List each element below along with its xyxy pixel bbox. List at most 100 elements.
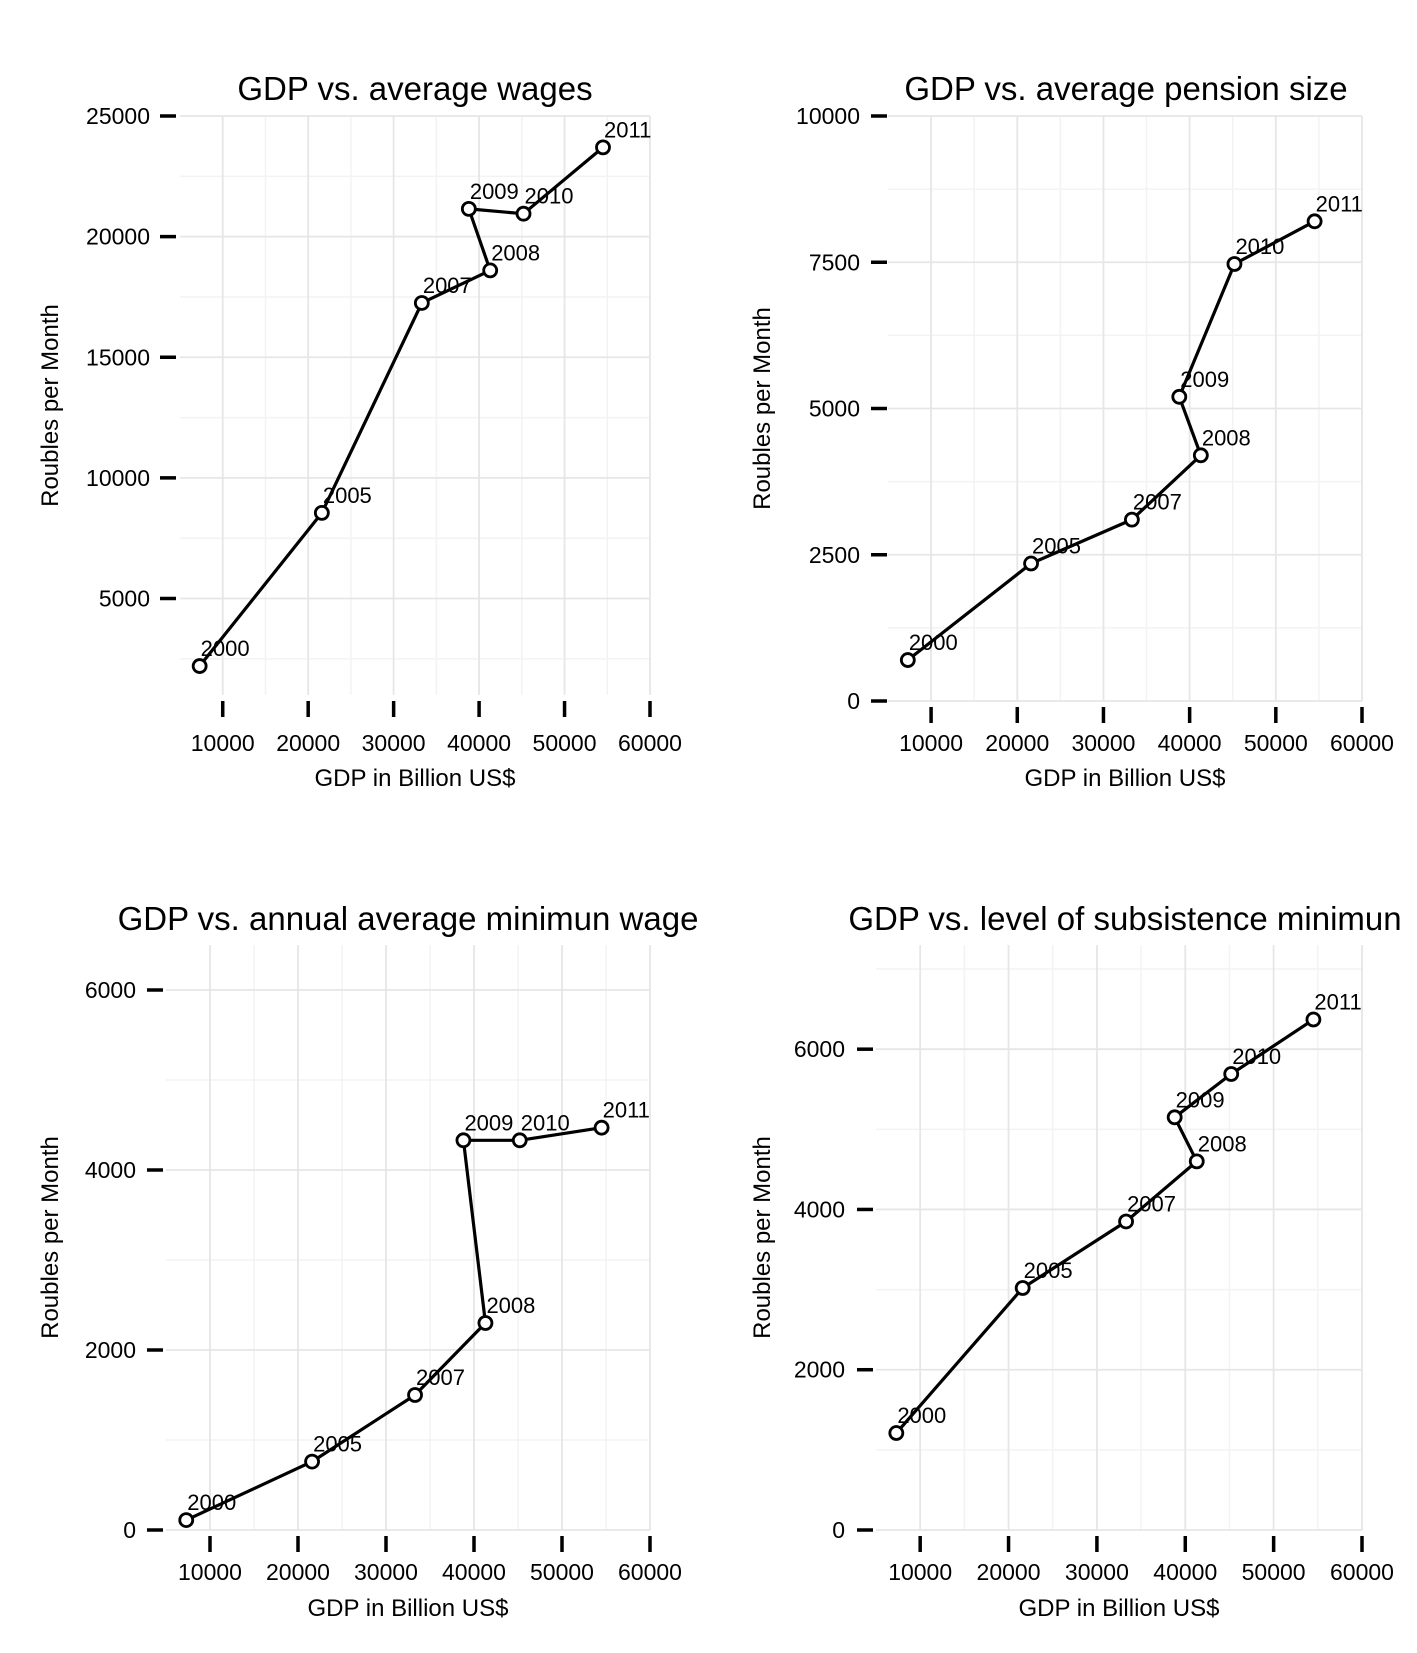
x-tick-label: 10000 bbox=[899, 730, 963, 756]
data-label-2009: 2009 bbox=[464, 1110, 513, 1135]
data-label-2010: 2010 bbox=[1232, 1044, 1281, 1069]
data-point-2007 bbox=[407, 1387, 423, 1403]
data-point-2008 bbox=[1188, 1153, 1205, 1170]
data-label-2000: 2000 bbox=[897, 1403, 946, 1428]
data-label-2009: 2009 bbox=[1180, 367, 1229, 392]
y-tick-label: 5000 bbox=[809, 396, 860, 422]
x-tick-label: 50000 bbox=[1242, 1559, 1306, 1585]
y-tick-label: 4000 bbox=[794, 1196, 845, 1222]
x-axis-title: GDP in Billion US$ bbox=[315, 765, 516, 792]
x-tick-label: 20000 bbox=[985, 730, 1049, 756]
x-tick-label: 40000 bbox=[447, 730, 511, 756]
y-axis-title: Roubles per Month bbox=[749, 1136, 776, 1339]
chart-title: GDP vs. average pension size bbox=[904, 70, 1347, 107]
data-point-2011 bbox=[595, 139, 611, 156]
data-label-2011: 2011 bbox=[603, 1098, 650, 1123]
data-point-2005 bbox=[313, 504, 330, 521]
data-point-2000 bbox=[178, 1512, 195, 1528]
data-point-2008 bbox=[477, 1315, 494, 1331]
gridlines bbox=[888, 115, 1363, 702]
gridlines bbox=[166, 945, 651, 1531]
y-tick-label: 4000 bbox=[85, 1157, 136, 1183]
data-point-2010 bbox=[515, 205, 532, 222]
x-tick-label: 20000 bbox=[276, 730, 340, 756]
data-point-2005 bbox=[1023, 555, 1039, 572]
y-tick-label: 0 bbox=[832, 1517, 845, 1543]
y-axis-title: Roubles per Month bbox=[749, 307, 776, 510]
data-point-2008 bbox=[1192, 447, 1209, 464]
y-tick-label: 2500 bbox=[809, 542, 860, 568]
data-label-2000: 2000 bbox=[909, 630, 958, 655]
data-point-2005 bbox=[304, 1453, 320, 1470]
data-label-2007: 2007 bbox=[416, 1365, 465, 1390]
data-point-2009 bbox=[455, 1132, 472, 1149]
chart-panel-1: 10000 20000 30000 40000 50000 60000 5000 10000 1… bbox=[37, 70, 682, 792]
plot-area bbox=[876, 945, 1362, 1530]
data-label-2011: 2011 bbox=[604, 117, 651, 142]
y-axis-title: Roubles per Month bbox=[37, 1136, 64, 1339]
y-tick-label: 7500 bbox=[809, 249, 860, 275]
chart-title: GDP vs. annual average minimun wage bbox=[118, 900, 699, 937]
x-tick-label: 10000 bbox=[888, 1559, 952, 1585]
x-tick-label: 40000 bbox=[442, 1559, 506, 1585]
x-tick-label: 30000 bbox=[354, 1559, 418, 1585]
data-point-2000 bbox=[888, 1425, 905, 1441]
x-tick-label: 40000 bbox=[1153, 1559, 1217, 1585]
chart-title: GDP vs. level of subsistence minimun bbox=[848, 900, 1401, 937]
data-point-2009 bbox=[460, 200, 477, 217]
y-tick-label: 2000 bbox=[85, 1337, 136, 1363]
data-point-2010 bbox=[511, 1132, 528, 1149]
y-tick-label: 20000 bbox=[86, 224, 150, 250]
gridlines bbox=[180, 115, 651, 695]
y-axis-title: Roubles per Month bbox=[37, 304, 64, 507]
data-point-2008 bbox=[482, 262, 499, 279]
data-point-2009 bbox=[1166, 1109, 1183, 1126]
data-label-2000: 2000 bbox=[201, 636, 250, 661]
data-label-2008: 2008 bbox=[1198, 1131, 1247, 1156]
x-tick-label: 30000 bbox=[1071, 730, 1135, 756]
data-label-2000: 2000 bbox=[187, 1490, 236, 1515]
chart-title: GDP vs. average wages bbox=[237, 70, 592, 107]
data-label-2010: 2010 bbox=[521, 1110, 570, 1135]
data-point-2011 bbox=[1306, 213, 1323, 230]
x-tick-label: 50000 bbox=[530, 1559, 594, 1585]
data-point-2010 bbox=[1223, 1066, 1240, 1082]
data-label-2005: 2005 bbox=[1024, 1258, 1073, 1283]
data-label-2009: 2009 bbox=[1176, 1087, 1225, 1112]
x-axis-title: GDP in Billion US$ bbox=[308, 1595, 509, 1622]
x-tick-label: 50000 bbox=[1244, 730, 1308, 756]
x-tick-label: 20000 bbox=[977, 1559, 1041, 1585]
data-point-2007 bbox=[413, 295, 430, 311]
data-label-2008: 2008 bbox=[491, 240, 540, 265]
x-tick-label: 30000 bbox=[1065, 1559, 1129, 1585]
y-tick-label: 0 bbox=[847, 688, 860, 714]
data-label-2008: 2008 bbox=[1202, 425, 1251, 450]
data-point-2009 bbox=[1171, 388, 1188, 405]
y-tick-label: 15000 bbox=[86, 344, 150, 370]
data-label-2008: 2008 bbox=[486, 1293, 535, 1318]
data-label-2007: 2007 bbox=[1127, 1191, 1176, 1216]
data-label-2010: 2010 bbox=[525, 184, 574, 209]
chart-panel-4: 10000 20000 30000 40000 50000 60000 0 2000 4000 6… bbox=[749, 900, 1402, 1622]
data-label-2009: 2009 bbox=[470, 179, 519, 204]
x-tick-label: 10000 bbox=[178, 1559, 242, 1585]
x-tick-label: 30000 bbox=[362, 730, 426, 756]
data-label-2005: 2005 bbox=[1032, 534, 1081, 559]
data-point-2005 bbox=[1014, 1280, 1031, 1296]
x-tick-label: 10000 bbox=[191, 730, 255, 756]
data-point-2007 bbox=[1123, 511, 1140, 528]
x-tick-label: 20000 bbox=[266, 1559, 330, 1585]
chart-panel-3: 10000 20000 30000 40000 50000 60000 0 2000 4000 6… bbox=[37, 900, 698, 1622]
x-tick-label: 60000 bbox=[618, 1559, 682, 1585]
y-tick-label: 0 bbox=[123, 1517, 136, 1543]
gridlines bbox=[876, 945, 1363, 1531]
data-point-2007 bbox=[1118, 1213, 1134, 1230]
data-label-2011: 2011 bbox=[1316, 191, 1363, 216]
y-tick-label: 6000 bbox=[85, 977, 136, 1003]
y-tick-label: 6000 bbox=[794, 1036, 845, 1062]
x-tick-label: 50000 bbox=[533, 730, 597, 756]
data-point-2011 bbox=[1305, 1011, 1322, 1028]
y-tick-label: 25000 bbox=[86, 103, 150, 129]
y-tick-label: 10000 bbox=[86, 465, 150, 491]
